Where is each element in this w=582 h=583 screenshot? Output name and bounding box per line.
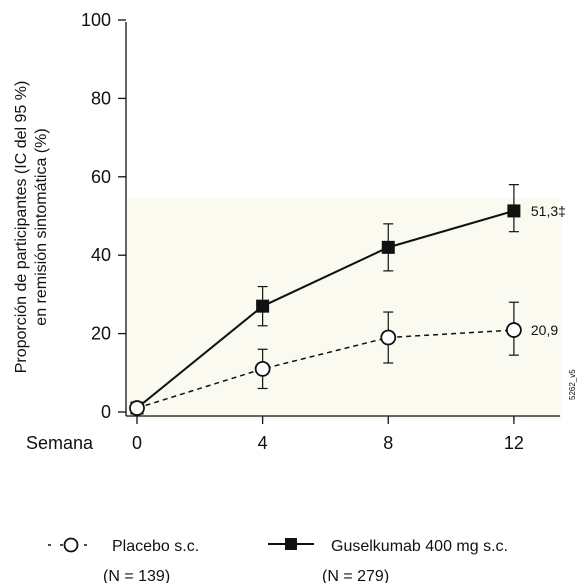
y-tick-label: 60 [91,167,111,187]
x-ticks: 0 4 8 12 [132,416,524,453]
legend-guselkumab-label: Guselkumab 400 mg s.c. [331,538,508,555]
y-tick-label: 40 [91,245,111,265]
data-point [507,204,521,218]
series-line [136,329,514,409]
axes [125,22,560,417]
figure-code: 5262_v5 [568,369,577,400]
y-axis-label-line2: en remisión sintomática (%) [33,128,50,325]
x-tick-label: 12 [504,433,524,453]
legend-item-guselkumab: Guselkumab 400 mg s.c. (N = 279) [268,538,508,583]
data-point [254,360,271,377]
legend-placebo-label: Placebo s.c. [112,538,199,555]
series-1: 20,9 [129,301,558,416]
legend: Placebo s.c. (N = 139) Guselkumab 400 mg… [48,537,508,583]
y-axis-title: Proporción de participantes (IC del 95 %… [13,81,50,374]
legend-placebo-n: (N = 139) [103,568,170,583]
x-tick-label: 4 [258,433,268,453]
x-axis-title: Semana [26,433,94,453]
y-tick-label: 100 [81,10,111,30]
legend-guselkumab-square-icon [285,538,297,550]
series-layer: 51,3‡ 20,9 [129,184,566,416]
data-point [381,240,395,254]
plot-background-panel [127,198,562,420]
y-ticks: 0 20 40 60 80 100 [81,10,126,422]
x-tick-label: 8 [383,433,393,453]
y-tick-label: 80 [91,88,111,108]
x-tick-label: 0 [132,433,142,453]
end-value-label: 51,3‡ [531,203,566,219]
data-point [256,299,270,313]
data-point [505,322,522,338]
data-point [380,329,397,346]
y-tick-label: 0 [101,402,111,422]
data-point [129,400,145,416]
series-line [136,209,515,409]
legend-guselkumab-n: (N = 279) [322,568,389,583]
end-value-label: 20,9 [531,322,558,338]
y-axis-label-line1: Proporción de participantes (IC del 95 %… [13,81,30,374]
legend-placebo-circle-icon [63,537,79,553]
legend-item-placebo: Placebo s.c. (N = 139) [48,537,199,583]
y-tick-label: 20 [91,324,111,344]
